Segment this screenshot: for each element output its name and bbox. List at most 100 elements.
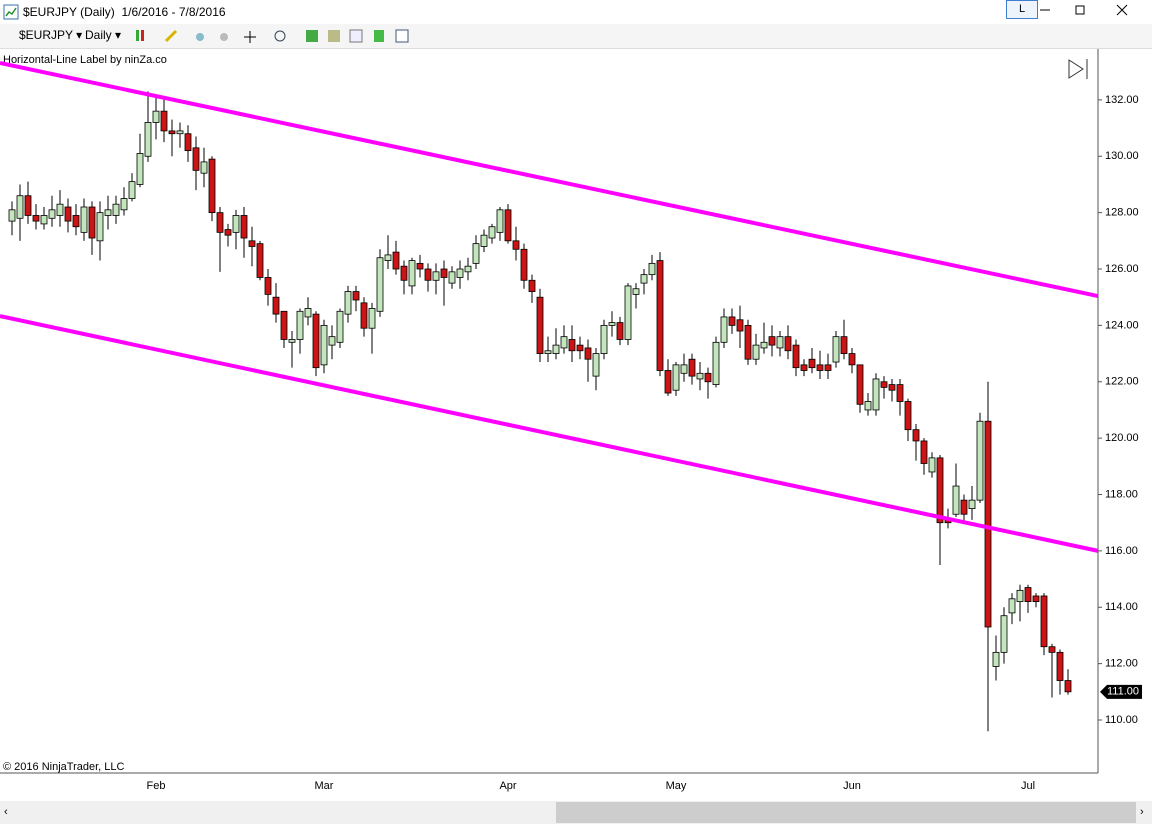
layout-button[interactable]: L <box>1006 0 1038 19</box>
candle-body <box>928 457 936 473</box>
tool[interactable] <box>244 31 256 43</box>
y-tick-label: 112.00 <box>1105 658 1138 670</box>
tool[interactable] <box>136 30 139 41</box>
interval: Daily <box>85 28 112 42</box>
candle-body <box>896 384 904 402</box>
candle-body <box>208 158 216 214</box>
tool[interactable] <box>164 29 178 43</box>
candle-body <box>552 344 560 354</box>
candle-body <box>96 212 104 242</box>
tool[interactable] <box>306 30 318 42</box>
candle-body <box>960 499 968 515</box>
x-tick-label: Apr <box>499 780 516 792</box>
candle-body <box>168 130 176 135</box>
candle-body <box>16 195 24 219</box>
candle-body <box>88 206 96 239</box>
candle-body <box>536 296 544 354</box>
candle-body <box>456 268 464 278</box>
trend-line <box>0 61 1099 299</box>
candle-body <box>288 339 296 343</box>
candle-body <box>112 203 120 216</box>
candle-body <box>56 203 64 216</box>
candle-body <box>424 268 432 281</box>
candle-body <box>24 195 32 216</box>
candle-body <box>472 243 480 264</box>
candle-body <box>600 324 608 354</box>
candle-body <box>784 336 792 352</box>
candle-body <box>680 364 688 374</box>
y-tick-label: 118.00 <box>1105 488 1138 500</box>
candle-body <box>200 161 208 174</box>
candle-body <box>272 296 280 315</box>
candle-body <box>400 265 408 281</box>
candle-body <box>1032 595 1040 603</box>
close[interactable] <box>1116 4 1128 16</box>
toolbar: $EURJPY ▾ Daily ▾ <box>0 24 1152 49</box>
candle-body <box>952 485 960 515</box>
candle-body <box>240 215 248 239</box>
candle-body <box>560 336 568 349</box>
tool[interactable] <box>349 29 363 43</box>
candle-body <box>920 440 928 464</box>
candle-body <box>480 234 488 247</box>
candle-body <box>392 251 400 270</box>
candle-body <box>640 274 648 284</box>
app-icon <box>3 4 19 20</box>
restore[interactable] <box>1075 5 1085 15</box>
y-tick-label: 110.00 <box>1105 714 1138 726</box>
candle-body <box>584 347 592 360</box>
candle-body <box>80 206 88 233</box>
candle-body <box>224 229 232 236</box>
tool[interactable] <box>196 33 204 41</box>
candle-body <box>872 378 880 411</box>
candle-body <box>936 457 944 524</box>
candle-body <box>376 257 384 312</box>
candle-body <box>696 372 704 380</box>
candle-body <box>104 209 112 216</box>
last-price-label: 111.00 <box>1107 686 1139 698</box>
tool[interactable] <box>328 30 340 42</box>
tool[interactable] <box>395 29 409 43</box>
candle-body <box>232 215 240 233</box>
candle-body <box>648 262 656 276</box>
x-tick-label: Jun <box>843 780 861 792</box>
candle-body <box>464 265 472 273</box>
candle-body <box>160 110 168 132</box>
tool[interactable] <box>220 33 228 41</box>
candle-body <box>816 364 824 371</box>
scroll-left[interactable]: ‹ <box>4 806 8 818</box>
candle-body <box>576 344 584 352</box>
scroll-end-button[interactable] <box>1068 59 1088 79</box>
candle-body <box>440 268 448 278</box>
candle-body <box>1048 646 1056 653</box>
candle-body <box>632 288 640 295</box>
candle-body <box>40 215 48 225</box>
candle-body <box>176 130 184 135</box>
candle-body <box>992 651 1000 667</box>
candle-body <box>624 285 632 340</box>
candle-body <box>608 322 616 326</box>
candle-body <box>1008 598 1016 614</box>
candle-body <box>344 291 352 315</box>
candle-body <box>1056 651 1064 681</box>
candle-body <box>432 271 440 281</box>
tool[interactable] <box>274 30 286 42</box>
instrument-selector[interactable]: $EURJPY ▾ <box>19 28 83 42</box>
candle-body <box>712 341 720 385</box>
tool[interactable] <box>374 30 384 42</box>
candle-body <box>752 344 760 360</box>
candle-body <box>592 353 600 377</box>
candle-body <box>504 209 512 242</box>
candle-body <box>280 310 288 340</box>
candle-body <box>136 153 144 185</box>
interval-selector[interactable]: Daily ▾ <box>85 28 122 42</box>
candle-body <box>664 370 672 394</box>
scrollbar-thumb[interactable] <box>556 802 1136 823</box>
candle-body <box>976 420 984 501</box>
candle-body <box>72 215 80 228</box>
candle-body <box>336 310 344 343</box>
candle-body <box>736 319 744 332</box>
candle-body <box>384 254 392 261</box>
candle-body <box>216 212 224 233</box>
scroll-right[interactable]: › <box>1140 806 1144 818</box>
